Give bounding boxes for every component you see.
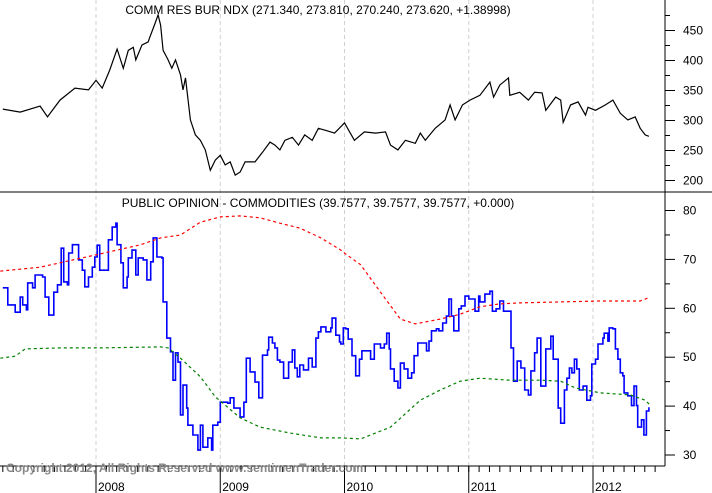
- y-tick-label-bottom: 80: [683, 204, 697, 218]
- y-tick-label-bottom: 40: [683, 399, 697, 413]
- y-tick-label-top: 350: [683, 84, 703, 98]
- year-gridlines: [95, 0, 594, 466]
- top-chart-title: COMM RES BUR NDX (271.340, 273.810, 270.…: [125, 3, 510, 17]
- y-tick-label-top: 250: [683, 144, 703, 158]
- x-tick-label: 2008: [98, 480, 125, 493]
- y-tick-label-bottom: 60: [683, 301, 697, 315]
- copyright-notice: Copyright 2012, All Rights Reserved www.…: [6, 461, 363, 475]
- x-tick-label: 2012: [595, 480, 622, 493]
- tick-labels: 2008 2009 2010 2011 2012 200 250 300 350 400 450 30…: [98, 24, 703, 493]
- lower-band-line: [0, 346, 651, 440]
- y-tick-label-top: 450: [683, 24, 703, 38]
- upper-band-line: [0, 215, 651, 325]
- y-tick-label-top: 300: [683, 114, 703, 128]
- y-tick-label-top: 200: [683, 174, 703, 188]
- x-tick-label: 2010: [347, 480, 374, 493]
- y-tick-label-bottom: 50: [683, 350, 697, 364]
- public-opinion-line: [2, 222, 650, 451]
- y-tick-label-bottom: 70: [683, 252, 697, 266]
- x-tick-label: 2011: [471, 480, 497, 493]
- comm-res-bur-ndx-line: [2, 12, 650, 176]
- y-tick-label-top: 400: [683, 54, 703, 68]
- y-tick-label-bottom: 30: [683, 448, 697, 462]
- x-tick-label: 2009: [222, 480, 249, 493]
- series-layer: [0, 12, 651, 451]
- bottom-chart-title: PUBLIC OPINION - COMMODITIES (39.7577, 3…: [122, 196, 515, 210]
